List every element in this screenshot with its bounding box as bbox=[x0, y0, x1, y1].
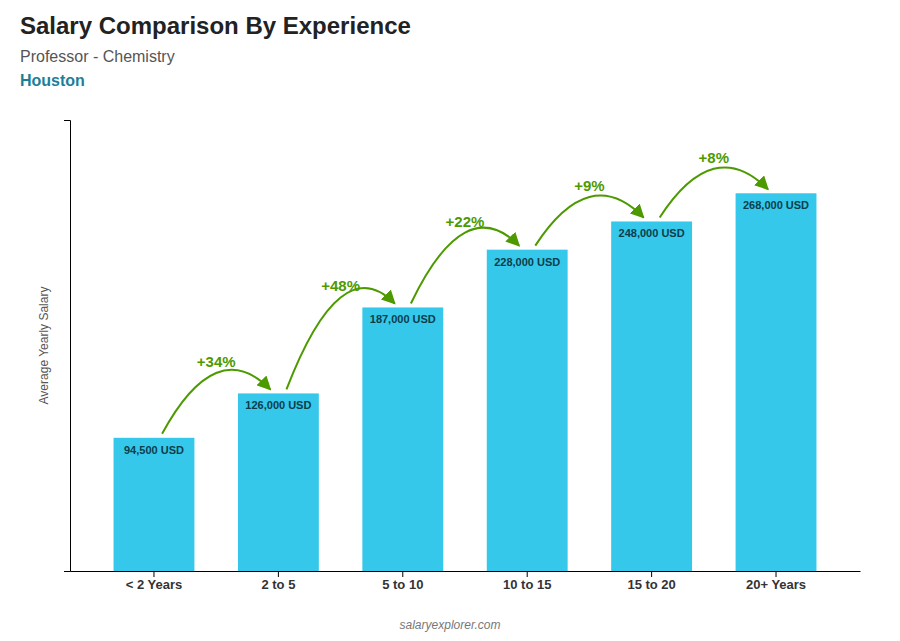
city: Houston bbox=[20, 72, 85, 89]
x-axis-line bbox=[71, 571, 861, 572]
bar bbox=[487, 250, 568, 571]
chart-svg: Salary Comparison By Experience Professor… bbox=[0, 0, 900, 641]
pct-change: +48% bbox=[321, 277, 360, 294]
pct-arrow bbox=[411, 228, 519, 304]
data-label: 94,500 USD bbox=[124, 444, 184, 456]
x-tick-mark bbox=[651, 571, 652, 577]
x-tick-mark bbox=[776, 571, 777, 577]
x-tick-mark bbox=[527, 571, 528, 577]
pct-arrow bbox=[286, 288, 394, 389]
pct-change: +8% bbox=[699, 149, 729, 166]
x-tick: 15 to 20 bbox=[627, 571, 675, 592]
x-tick: 5 to 10 bbox=[382, 571, 423, 592]
x-tick: 2 to 5 bbox=[261, 571, 295, 592]
x-tick-label: 10 to 15 bbox=[503, 577, 551, 592]
pct-change: +9% bbox=[574, 177, 604, 194]
data-label: 248,000 USD bbox=[619, 227, 685, 239]
y-axis bbox=[64, 121, 71, 572]
y-axis-title: Average Yearly Salary bbox=[37, 287, 51, 405]
x-tick-label: 15 to 20 bbox=[627, 577, 675, 592]
data-label: 126,000 USD bbox=[245, 399, 311, 411]
x-tick-label: 2 to 5 bbox=[261, 577, 295, 592]
title: Salary Comparison By Experience bbox=[20, 12, 411, 39]
x-tick: 20+ Years bbox=[746, 571, 806, 592]
chart-container: Salary Comparison By Experience Professor… bbox=[0, 0, 900, 641]
data-label: 187,000 USD bbox=[370, 313, 436, 325]
pct-change: +22% bbox=[446, 213, 485, 230]
y-axis-line bbox=[64, 121, 71, 572]
x-tick-label: 20+ Years bbox=[746, 577, 806, 592]
bars bbox=[114, 193, 817, 571]
data-labels: 94,500 USD 126,000 USD 187,000 USD 228,000 … bbox=[124, 199, 809, 456]
x-tick-label: 5 to 10 bbox=[382, 577, 423, 592]
pct-arrow bbox=[162, 370, 270, 434]
x-tick: 10 to 15 bbox=[503, 571, 551, 592]
x-axis: < 2 Years 2 to 5 5 to 10 10 to 15 15 to 20 20… bbox=[71, 571, 861, 592]
x-tick-mark bbox=[278, 571, 279, 577]
x-tick: < 2 Years bbox=[126, 571, 183, 592]
pct-arrow bbox=[660, 167, 768, 217]
subtitle: Professor - Chemistry bbox=[20, 48, 175, 65]
bar bbox=[736, 193, 817, 571]
bar bbox=[611, 221, 692, 571]
footer: salaryexplorer.com bbox=[400, 618, 501, 632]
bar bbox=[238, 393, 319, 571]
data-label: 268,000 USD bbox=[743, 199, 809, 211]
x-tick-label: < 2 Years bbox=[126, 577, 183, 592]
x-tick-mark bbox=[402, 571, 403, 577]
annotations: +34% +48% +22% +9% +8% bbox=[162, 149, 768, 434]
x-tick-mark bbox=[153, 571, 154, 577]
bar bbox=[114, 438, 195, 571]
data-label: 228,000 USD bbox=[494, 256, 560, 268]
bar bbox=[362, 307, 443, 571]
plot-area: < 2 Years 2 to 5 5 to 10 10 to 15 15 to 20 20… bbox=[64, 121, 861, 593]
pct-arrow bbox=[535, 196, 643, 246]
pct-change: +34% bbox=[197, 353, 236, 370]
